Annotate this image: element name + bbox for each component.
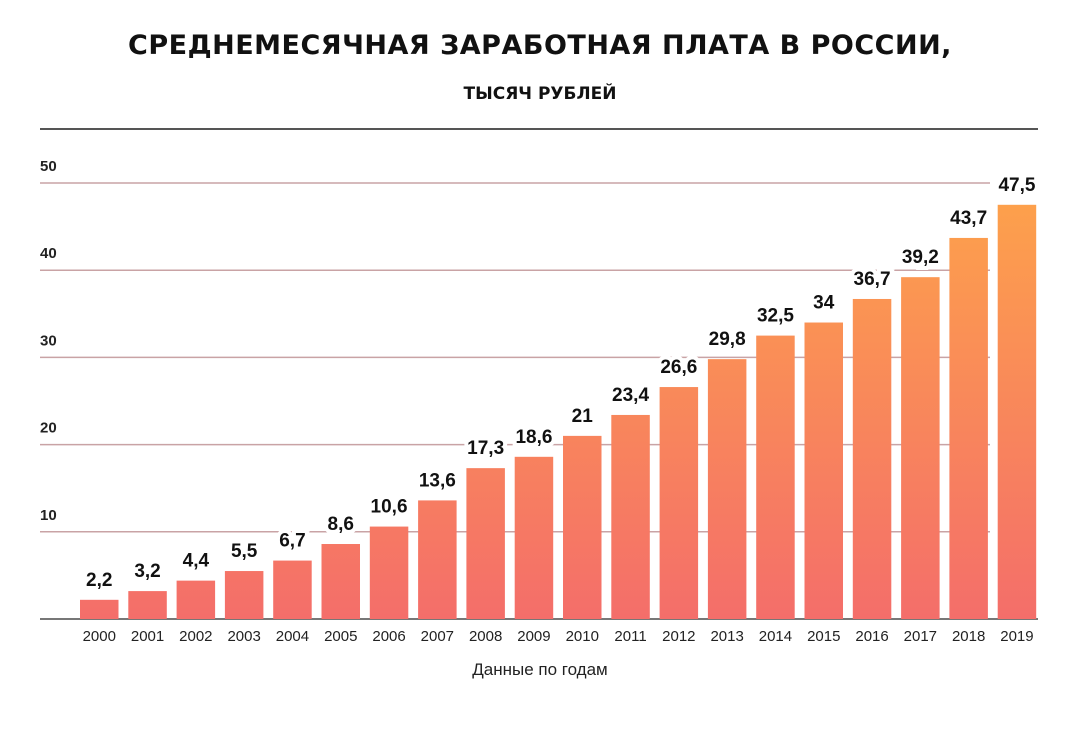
x-tick-label: 2010 — [566, 628, 599, 645]
bar-2003 — [224, 571, 264, 619]
data-label: 29,8 — [709, 329, 746, 350]
data-label: 34 — [813, 293, 835, 314]
x-tick-label: 2016 — [855, 628, 888, 645]
x-tick-label: 2013 — [710, 628, 743, 645]
bar-2017 — [901, 277, 940, 619]
bar-2018 — [949, 237, 988, 619]
x-tick-label: 2011 — [614, 628, 646, 645]
data-label: 2,2 — [86, 570, 112, 591]
x-tick-label: 2015 — [807, 628, 840, 645]
bar-2011 — [611, 414, 650, 619]
chart-title: СРЕДНЕМЕСЯЧНАЯ ЗАРАБОТНАЯ ПЛАТА В РОССИИ… — [128, 30, 952, 61]
data-label: 18,6 — [515, 427, 552, 448]
bar-2002 — [176, 580, 216, 619]
data-label: 32,5 — [757, 306, 794, 327]
x-tick-label: 2009 — [517, 628, 550, 645]
data-label: 3,2 — [134, 561, 160, 582]
data-label: 6,7 — [279, 531, 305, 552]
bar-2012 — [659, 387, 699, 619]
bar-2014 — [756, 335, 795, 619]
data-label: 5,5 — [231, 541, 258, 562]
data-label: 36,7 — [854, 269, 891, 290]
data-label: 47,5 — [998, 175, 1035, 196]
x-tick-label: 2006 — [372, 628, 405, 645]
x-tick-label: 2002 — [179, 628, 212, 645]
x-tick-label: 2005 — [324, 628, 357, 645]
x-tick-label: 2012 — [662, 628, 695, 645]
chart-subtitle: ТЫСЯЧ РУБЛЕЙ — [463, 84, 617, 104]
x-tick-label: 2018 — [952, 628, 985, 645]
x-axis-label: Данные по годам — [472, 660, 608, 679]
data-label: 10,6 — [371, 497, 408, 518]
data-label: 43,7 — [950, 208, 987, 229]
y-tick-label: 30 — [40, 332, 57, 349]
data-label: 4,4 — [183, 551, 210, 572]
data-label: 23,4 — [612, 385, 649, 406]
y-tick-label: 50 — [40, 158, 57, 175]
bar-2000 — [80, 599, 119, 619]
bar-2001 — [128, 591, 167, 619]
bar-2005 — [321, 544, 360, 619]
x-tick-label: 2008 — [469, 628, 502, 645]
x-tick-label: 2004 — [276, 628, 309, 645]
data-label: 21 — [572, 406, 594, 427]
bar-2007 — [418, 500, 457, 619]
x-tick-label: 2007 — [421, 628, 454, 645]
x-tick-label: 2003 — [227, 628, 260, 645]
bar-2006 — [369, 526, 409, 619]
x-tick-label: 2019 — [1000, 628, 1033, 645]
y-tick-label: 40 — [40, 245, 57, 262]
data-label: 26,6 — [660, 357, 697, 378]
bar-2013 — [707, 359, 747, 619]
x-tick-label: 2014 — [759, 628, 792, 645]
data-label: 13,6 — [419, 470, 456, 491]
bar-2019 — [997, 204, 1037, 620]
x-tick-label: 2001 — [131, 628, 164, 645]
x-tick-label: 2000 — [83, 628, 116, 645]
data-label: 39,2 — [902, 247, 939, 268]
data-label: 8,6 — [328, 514, 354, 535]
bar-2008 — [466, 468, 505, 619]
bar-2015 — [804, 322, 843, 619]
x-tick-label: 2017 — [904, 628, 937, 645]
bar-2016 — [852, 298, 892, 619]
y-tick-label: 20 — [40, 420, 57, 437]
data-label: 17,3 — [467, 438, 504, 459]
y-tick-label: 10 — [40, 507, 57, 524]
bar-2004 — [273, 560, 312, 619]
bar-2010 — [563, 435, 602, 619]
bar-2009 — [514, 456, 554, 619]
